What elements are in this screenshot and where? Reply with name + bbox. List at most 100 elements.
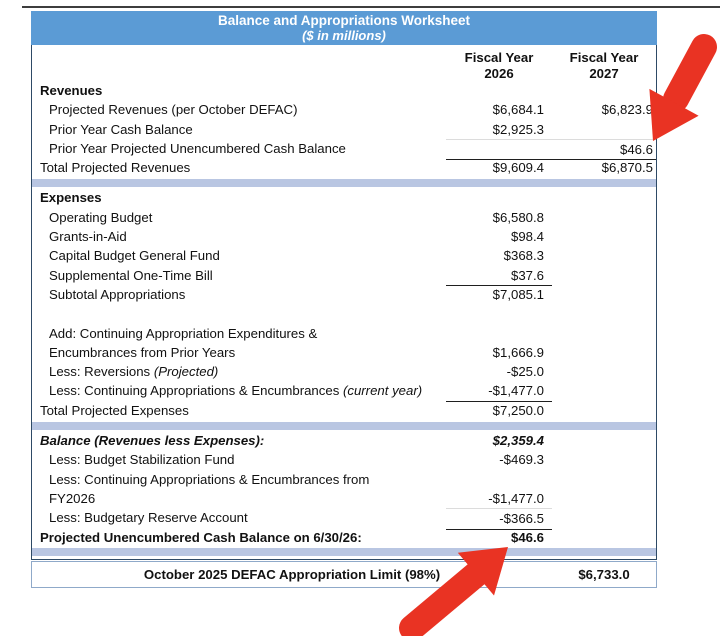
row-label: Grants-in-Aid [32,227,446,246]
row-label-text: Prior Year Projected Unencumbered Cash B… [49,140,346,156]
defac-limit-value: $6,733.0 [578,567,630,582]
fy2026-value: $6,684.1 [492,102,544,118]
row-label-text: Revenues [40,83,103,98]
fy2027-label-line1: Fiscal Year [569,50,639,65]
row-label: Add: Continuing Appropriation Expenditur… [32,324,446,343]
fy2027-value [552,81,656,100]
row-less-continuing-appropriations-encumbrances: Less: Continuing Appropriations & Encumb… [32,381,656,402]
fy2026-value [446,304,552,323]
fy2026-label-line1: Fiscal Year [464,50,534,65]
row-label: Projected Unencumbered Cash Balance on 6… [32,528,446,547]
row-label: Capital Budget General Fund [32,246,446,265]
row-label: Revenues [32,81,446,100]
fy2027-value [552,208,656,227]
row-label: Expenses [32,188,446,207]
fy2027-value [552,489,656,508]
balance-appropriations-worksheet: Balance and Appropriations Worksheet ($ … [31,11,657,588]
row-balance-revenues-less-expenses: Balance (Revenues less Expenses): $2,359… [32,431,656,450]
fy2026-value: -$25.0 [506,364,544,380]
fy2026-value: $98.4 [510,229,544,245]
row-label-text: Subtotal Appropriations [49,286,186,302]
row-label: FY2026 [32,489,446,508]
separator-band-bar [32,178,656,187]
worksheet-body: Fiscal Year 2026 Fiscal Year 2027 Revenu… [31,45,657,560]
row-label-text: Total Projected Revenues [40,160,191,176]
row-label: Prior Year Projected Unencumbered Cash B… [32,139,446,160]
fy2026-value: $9,609.4 [492,160,544,176]
red-arrow-top-right-shaft [663,34,717,112]
row-less-budget-stabilization-fund: Less: Budget Stabilization Fund -$469.3 [32,450,656,469]
row-less-reversions: Less: Reversions (Projected) -$25.0 [32,362,656,381]
row-label: Total Projected Expenses [32,401,446,420]
row-label-text: Less: Continuing Appropriations & Encumb… [49,471,370,487]
fy2026-value: -$366.5 [446,508,552,530]
fy2027-value: $46.6 [552,138,656,161]
row-label: Operating Budget [32,208,446,227]
fy2026-value: $368.3 [503,248,544,264]
row-label-text: Balance (Revenues less Expenses): [40,433,265,449]
fy2026-value: -$1,477.0 [488,490,544,506]
fy2026-value [446,138,552,161]
row-label: Supplemental One-Time Bill [32,266,446,286]
row-label-text: Expenses [40,190,102,206]
row-label: Subtotal Appropriations [32,285,446,304]
row-label-italic-text: (Projected) [153,364,219,380]
row-label-text: Operating Budget [49,209,153,225]
worksheet-rows: Revenues Projected Revenues (per October… [32,81,656,558]
column-header-fy2026: Fiscal Year 2026 [446,48,552,82]
row-label-text: Less: Reversions [49,364,154,380]
fy2027-value [552,381,656,401]
row-projected-revenues-per-october-defac: Projected Revenues (per October DEFAC) $… [32,100,656,119]
fy2026-value [446,324,552,343]
fy2027-value [552,343,656,362]
row-fy2026: FY2026 -$1,477.0 [32,489,656,508]
row-label-text: Grants-in-Aid [49,229,127,245]
fy2027-value [552,266,656,286]
row-prior-year-projected-unencumbered-cash-balance: Prior Year Projected Unencumbered Cash B… [32,138,656,161]
row-label-text: Encumbrances from Prior Years [49,344,236,360]
fy2027-value [552,362,656,381]
row-operating-budget: Operating Budget $6,580.8 [32,208,656,227]
page-top-rule [22,6,720,8]
row-revenues: Revenues [32,81,656,100]
fy2026-value: $2,359.4 [492,433,544,449]
red-arrow-top-right [649,34,717,141]
fy2026-value: $2,925.3 [492,121,544,137]
row-less-continuing-appropriations-encumbrances-from: Less: Continuing Appropriations & Encumb… [32,470,656,489]
row-projected-unencumbered-cash-balance-on-6-30-26: Projected Unencumbered Cash Balance on 6… [32,528,656,547]
row-supplemental-one-time-bill: Supplemental One-Time Bill $37.6 [32,266,656,286]
row-label: Less: Budget Stabilization Fund [32,450,446,469]
row-label-text: Prior Year Cash Balance [49,121,193,137]
separator-band [32,547,656,558]
row-label: Less: Continuing Appropriations & Encumb… [32,470,446,489]
defac-limit-row: October 2025 DEFAC Appropriation Limit (… [31,561,657,588]
fy2026-value: -$469.3 [499,452,544,468]
fy2026-value: $46.6 [510,529,544,545]
fy2026-value [446,81,552,100]
row-label: Balance (Revenues less Expenses): [32,431,446,450]
fy2027-value [552,450,656,469]
row-total-projected-expenses: Total Projected Expenses $7,250.0 [32,401,656,420]
row-subtotal-appropriations: Subtotal Appropriations $7,085.1 [32,285,656,304]
fy2027-value [552,324,656,343]
fy2027-value [552,188,656,207]
row-label: Projected Revenues (per October DEFAC) [32,100,446,119]
worksheet-title: Balance and Appropriations Worksheet [217,13,471,28]
row-label-italic-text: (current year) [342,383,423,399]
fy2027-value [552,431,656,450]
fy2026-value: $7,250.0 [492,402,544,418]
row-label-text: Add: Continuing Appropriation Expenditur… [49,325,318,341]
fy2027-value [552,470,656,489]
row-grants-in-aid: Grants-in-Aid $98.4 [32,227,656,246]
fy2026-value: $7,085.1 [492,286,544,302]
separator-band [32,420,656,431]
fy2026-value [446,188,552,207]
row-label: Encumbrances from Prior Years [32,343,446,362]
fy2027-label-line2: 2027 [589,66,619,81]
row-label-text: Less: Continuing Appropriations & Encumb… [49,383,343,399]
row-label-text: Capital Budget General Fund [49,248,220,264]
fy2027-value [552,528,656,547]
worksheet-subtitle: ($ in millions) [302,28,386,43]
row-label-text: Less: Budgetary Reserve Account [49,510,248,526]
